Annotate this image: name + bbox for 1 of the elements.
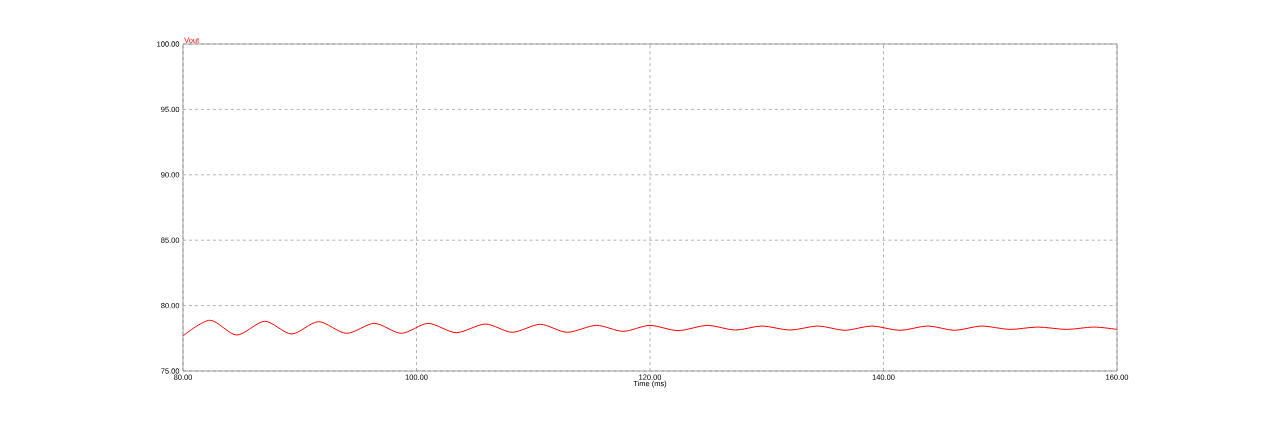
line-series xyxy=(182,319,1118,337)
